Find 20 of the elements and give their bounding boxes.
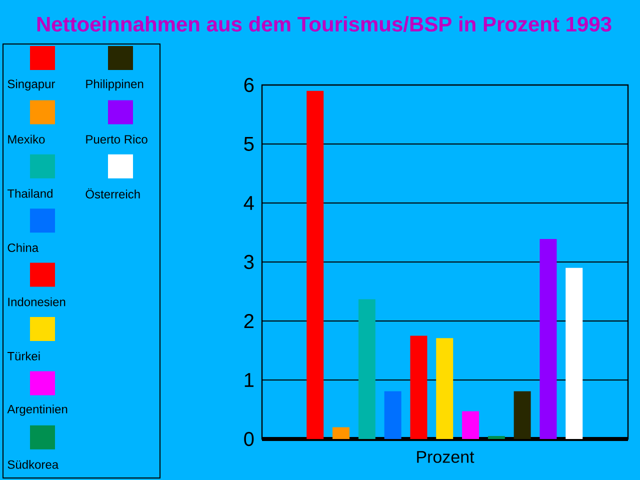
y-tick-label: 6: [244, 78, 254, 92]
chart-title: Nettoeinnahmen aus dem Tourismus/BSP in Prozent 1993: [37, 16, 612, 32]
y-tick-label: 1: [244, 373, 254, 387]
legend-label: Mexiko: [8, 134, 45, 144]
x-axis-title: Prozent: [417, 451, 474, 463]
y-tick-label: 4: [244, 196, 254, 210]
legend-label: Österreich: [86, 188, 140, 198]
legend-label: Indonesien: [8, 297, 66, 306]
legend-label: Südkorea: [8, 460, 59, 469]
legend-label: Argentinien: [7, 404, 68, 416]
legend-label: Singapur: [8, 79, 56, 91]
legend-label: China: [8, 243, 39, 252]
y-tick-label: 2: [244, 314, 254, 328]
legend-label: Philippinen: [86, 79, 144, 91]
legend-label: Thailand: [7, 189, 52, 198]
legend-label: Türkei: [7, 352, 40, 360]
y-tick-label: 0: [244, 432, 254, 446]
legend-label: Puerto Rico: [86, 134, 148, 144]
y-tick-label: 5: [244, 137, 254, 151]
y-tick-label: 3: [244, 254, 254, 270]
